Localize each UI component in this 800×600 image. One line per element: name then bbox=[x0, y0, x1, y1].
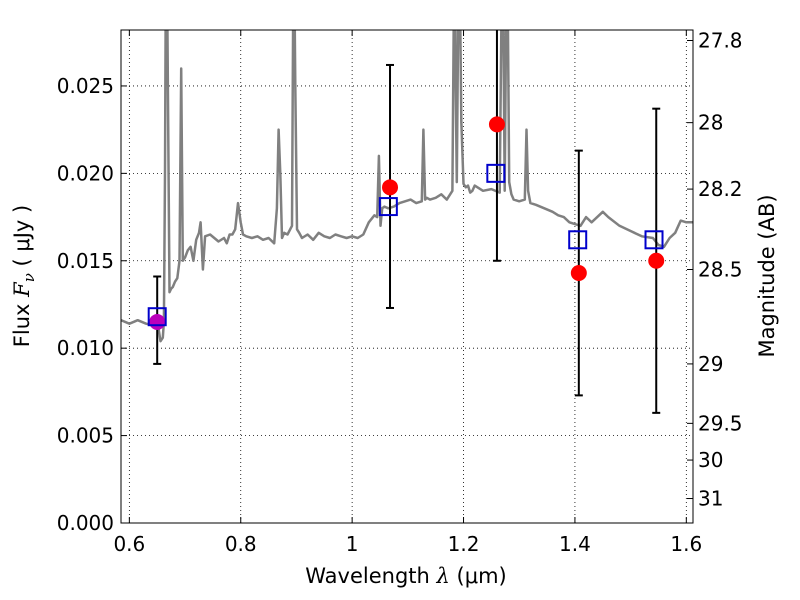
axis-ticks bbox=[121, 30, 693, 524]
x-tick-label: 1.4 bbox=[559, 532, 591, 556]
x-tick-label: 1.6 bbox=[670, 532, 702, 556]
y-tick-label: 0.015 bbox=[57, 249, 114, 273]
observed-point bbox=[488, 116, 505, 133]
model-point bbox=[568, 230, 588, 250]
x-tick-label: 0.8 bbox=[225, 532, 257, 556]
y2-tick-label: 31 bbox=[698, 487, 723, 511]
y2-tick-label: 30 bbox=[698, 448, 723, 472]
y-tick-label: 0.025 bbox=[57, 74, 114, 98]
y2-tick-label: 29.5 bbox=[698, 411, 743, 435]
observed-point bbox=[570, 265, 587, 282]
x-tick-label: 1.2 bbox=[448, 532, 480, 556]
observed-point bbox=[648, 252, 665, 269]
y2-tick-label: 28.5 bbox=[698, 258, 743, 282]
model-point bbox=[486, 163, 506, 183]
data-points bbox=[147, 116, 665, 330]
model-point bbox=[147, 307, 167, 327]
y-tick-label: 0.000 bbox=[57, 511, 114, 535]
spectrum-line bbox=[121, 30, 693, 343]
axis-tick-labels: 0.6 0.8 1 1.2 1.4 1.6 0.000 0.005 0.010 0.015 0.02… bbox=[57, 28, 743, 556]
observed-point bbox=[149, 313, 166, 330]
x-axis-label: Wavelength λ (μm) bbox=[305, 564, 506, 588]
observed-point bbox=[382, 179, 399, 196]
y2-tick-label: 28.2 bbox=[698, 177, 743, 201]
y-tick-label: 0.020 bbox=[57, 161, 114, 185]
y2-tick-label: 27.8 bbox=[698, 28, 743, 52]
y-tick-label: 0.010 bbox=[57, 336, 114, 360]
error-bars bbox=[153, 30, 661, 414]
y2-tick-label: 29 bbox=[698, 352, 723, 376]
y2-axis-label: Magnitude (AB) bbox=[755, 194, 779, 357]
plot-frame bbox=[120, 29, 694, 524]
x-tick-label: 0.6 bbox=[113, 532, 145, 556]
model-point bbox=[378, 197, 398, 217]
model-point bbox=[644, 230, 664, 250]
y2-tick-label: 28 bbox=[698, 111, 723, 135]
y-tick-label: 0.005 bbox=[57, 424, 114, 448]
y-axis-label: Flux Fν ( μJy ) bbox=[10, 205, 38, 347]
x-tick-label: 1 bbox=[346, 532, 359, 556]
grid-lines bbox=[121, 30, 693, 523]
